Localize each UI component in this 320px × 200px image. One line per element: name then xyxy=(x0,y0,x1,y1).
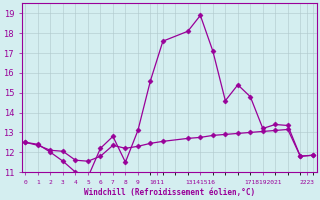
X-axis label: Windchill (Refroidissement éolien,°C): Windchill (Refroidissement éolien,°C) xyxy=(84,188,255,197)
